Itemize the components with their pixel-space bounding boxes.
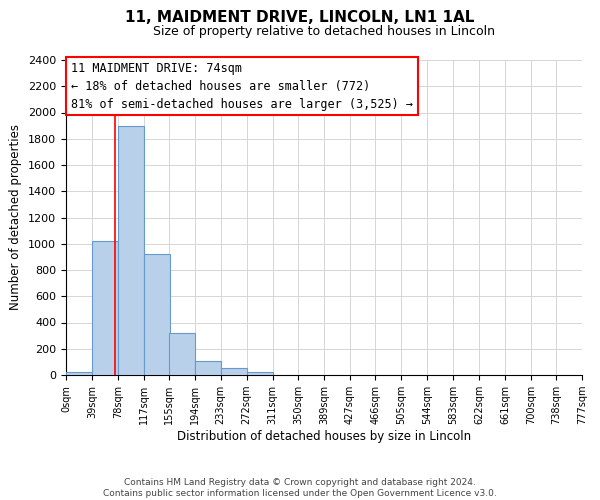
Text: 11, MAIDMENT DRIVE, LINCOLN, LN1 1AL: 11, MAIDMENT DRIVE, LINCOLN, LN1 1AL: [125, 10, 475, 25]
Bar: [221, 368, 247, 375]
Bar: [92, 241, 118, 375]
X-axis label: Distribution of detached houses by size in Lincoln: Distribution of detached houses by size …: [177, 430, 471, 443]
Text: Contains HM Land Registry data © Crown copyright and database right 2024.
Contai: Contains HM Land Registry data © Crown c…: [103, 478, 497, 498]
Y-axis label: Number of detached properties: Number of detached properties: [10, 124, 22, 310]
Bar: [169, 333, 195, 375]
Bar: [247, 372, 272, 375]
Bar: [143, 254, 170, 375]
Bar: [66, 372, 92, 375]
Title: Size of property relative to detached houses in Lincoln: Size of property relative to detached ho…: [153, 25, 495, 38]
Bar: [118, 126, 143, 375]
Bar: [195, 361, 221, 375]
Text: 11 MAIDMENT DRIVE: 74sqm
← 18% of detached houses are smaller (772)
81% of semi-: 11 MAIDMENT DRIVE: 74sqm ← 18% of detach…: [71, 62, 413, 110]
